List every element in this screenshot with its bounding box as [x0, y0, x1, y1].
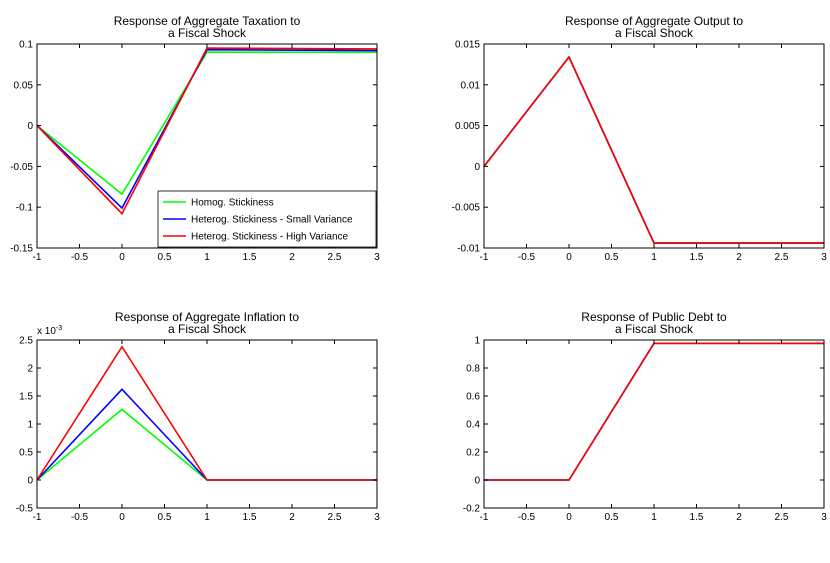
y-tick-label: 0.01: [461, 80, 481, 91]
x-tick-label: -1: [480, 512, 489, 523]
y-tick-label: 0: [27, 121, 33, 132]
y-tick-label: -0.5: [16, 504, 34, 515]
y-tick-label: 0.05: [14, 80, 34, 91]
x-tick-label: 1.5: [690, 252, 704, 263]
axes-area: [484, 340, 824, 508]
x-tick-label: -1: [480, 252, 489, 263]
x-tick-label: 3: [821, 512, 827, 523]
series-line: [36, 47, 378, 216]
y-tick-label: 0.6: [466, 392, 480, 403]
x-tick-label: 2.5: [328, 512, 342, 523]
y-tick-label: -0.01: [457, 244, 480, 255]
y-tick-label: 0.5: [19, 448, 33, 459]
x-tick-label: -0.5: [71, 252, 89, 263]
y-tick-label: 0.8: [466, 364, 480, 375]
y-tick-label: 0.005: [455, 121, 480, 132]
y-tick-label: 0: [474, 162, 480, 173]
y-tick-label: 1.5: [19, 392, 33, 403]
x-tick-label: 2: [289, 512, 295, 523]
x-tick-label: 1.5: [243, 252, 257, 263]
y-tick-label: -0.005: [452, 203, 481, 214]
chart-title: a Fiscal Shock: [168, 322, 247, 336]
subplot-output: Response of Aggregate Output toa Fiscal …: [452, 14, 828, 263]
x-tick-label: 2: [736, 252, 742, 263]
subplot-inflation: Response of Aggregate Inflation toa Fisc…: [16, 310, 380, 523]
x-tick-label: 1.5: [690, 512, 704, 523]
x-tick-label: -1: [33, 252, 42, 263]
y-tick-label: -0.05: [10, 162, 33, 173]
x-tick-label: 3: [821, 252, 827, 263]
y-exponent-power: -3: [56, 325, 62, 332]
axes-area: [484, 44, 824, 248]
x-tick-label: 3: [374, 512, 380, 523]
x-tick-label: 1: [651, 252, 657, 263]
x-tick-label: 1: [204, 512, 210, 523]
x-tick-label: -1: [33, 512, 42, 523]
legend-label: Homog. Stickiness: [191, 198, 274, 209]
x-tick-label: 1.5: [243, 512, 257, 523]
subplot-debt: Response of Public Debt toa Fiscal Shock…: [463, 310, 827, 523]
chart-title: a Fiscal Shock: [615, 26, 694, 40]
x-tick-label: 0: [119, 252, 125, 263]
x-tick-label: 0: [566, 512, 572, 523]
x-tick-label: -0.5: [518, 252, 536, 263]
y-tick-label: 2: [27, 364, 33, 375]
x-tick-label: 0.5: [158, 512, 172, 523]
y-tick-label: 0.4: [466, 420, 480, 431]
chart-title: a Fiscal Shock: [615, 322, 694, 336]
series-line: [483, 55, 824, 244]
x-tick-label: 0.5: [158, 252, 172, 263]
y-tick-label: 0.1: [19, 40, 33, 51]
legend-label: Heterog. Stickiness - High Variance: [191, 232, 349, 243]
chart-title: Response of Aggregate Output to: [565, 14, 743, 28]
y-tick-label: 1: [474, 336, 480, 347]
x-tick-label: -0.5: [71, 512, 89, 523]
x-tick-label: 0.5: [605, 512, 619, 523]
chart-title: Response of Aggregate Inflation to: [115, 310, 299, 324]
y-tick-label: -0.2: [463, 504, 481, 515]
axes-area: [37, 340, 377, 508]
x-tick-label: 1: [651, 512, 657, 523]
x-tick-label: 1: [204, 252, 210, 263]
legend-box: [157, 190, 377, 248]
series-line: [36, 51, 377, 196]
x-tick-label: 3: [374, 252, 380, 263]
x-tick-label: 2.5: [775, 512, 789, 523]
chart-title: Response of Aggregate Taxation to: [114, 14, 301, 28]
x-tick-label: 0: [119, 512, 125, 523]
x-tick-label: 2: [736, 512, 742, 523]
subplot-taxation: Response of Aggregate Taxation toa Fisca…: [10, 14, 380, 263]
x-tick-label: 2.5: [775, 252, 789, 263]
x-tick-label: 2.5: [328, 252, 342, 263]
y-tick-label: 0: [474, 476, 480, 487]
x-tick-label: 2: [289, 252, 295, 263]
legend-label: Heterog. Stickiness - Small Variance: [191, 215, 353, 226]
y-tick-label: 2.5: [19, 336, 33, 347]
x-tick-label: 0.5: [605, 252, 619, 263]
x-tick-label: -0.5: [518, 512, 536, 523]
y-tick-label: 0.2: [466, 448, 480, 459]
y-tick-label: 1: [27, 420, 33, 431]
y-tick-label: 0: [27, 476, 33, 487]
x-tick-label: 0: [566, 252, 572, 263]
y-tick-label: -0.15: [10, 244, 33, 255]
chart-title: Response of Public Debt to: [581, 310, 727, 324]
series-line: [36, 345, 377, 481]
y-tick-label: 0.015: [455, 40, 480, 51]
y-exponent-label: x 10-3: [37, 325, 62, 337]
series-line: [36, 48, 378, 210]
y-tick-label: -0.1: [16, 203, 34, 214]
chart-title: a Fiscal Shock: [168, 26, 247, 40]
legend: Homog. Stickiness Heterog. Stickiness - S…: [157, 190, 377, 248]
